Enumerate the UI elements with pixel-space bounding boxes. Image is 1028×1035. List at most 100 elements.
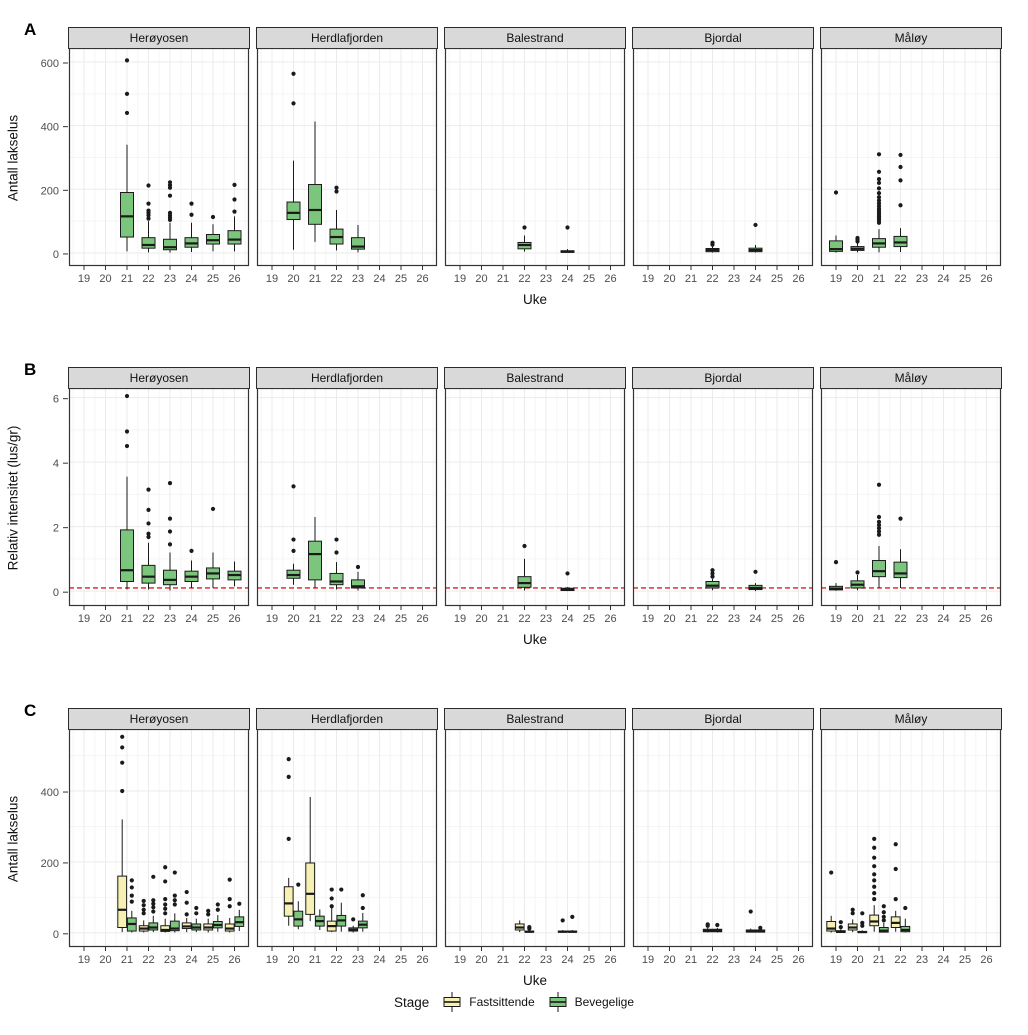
facet-strip: Bjordal: [632, 708, 814, 730]
svg-text:24: 24: [185, 273, 197, 285]
y-axis-title-text: Antall lakselus: [5, 114, 21, 202]
svg-text:20: 20: [851, 613, 863, 625]
boxplot-box: [184, 548, 199, 588]
svg-text:19: 19: [642, 613, 654, 625]
svg-text:23: 23: [728, 613, 740, 625]
facet-plot-Måløy: 19 20 21 22 23 24 25 26: [820, 729, 1002, 966]
svg-text:0: 0: [53, 249, 59, 261]
svg-text:25: 25: [959, 273, 971, 285]
svg-text:19: 19: [642, 954, 654, 966]
facet-strip: Herdlafjorden: [256, 27, 438, 49]
legend-item-fastsittende: Fastsittende: [441, 992, 535, 1012]
svg-text:20: 20: [287, 954, 299, 966]
facet-plot-Balestrand: 19 20 21 22 23 24 25 26: [444, 48, 626, 285]
svg-text:23: 23: [540, 273, 552, 285]
svg-text:26: 26: [604, 954, 616, 966]
svg-text:26: 26: [792, 273, 804, 285]
facet-container-b: Herøyosen 19 20 21 22 23 24 25 26 Herdlafjorden 19…: [68, 367, 1002, 630]
svg-text:24: 24: [185, 954, 197, 966]
boxplot-box: [351, 564, 365, 591]
svg-text:22: 22: [518, 273, 530, 285]
boxplot-box: [286, 71, 301, 250]
boxplot-box: [705, 240, 720, 253]
svg-text:26: 26: [980, 954, 992, 966]
svg-text:24: 24: [373, 954, 385, 966]
boxplot-box: [829, 560, 843, 591]
legend: Stage Fastsittende Bevegelige: [0, 992, 1028, 1012]
facet-plot-Måløy: 19 20 21 22 23 24 25 26: [820, 48, 1002, 285]
svg-text:24: 24: [937, 613, 949, 625]
svg-text:21: 21: [873, 613, 885, 625]
svg-text:26: 26: [228, 273, 240, 285]
boxplot-box: [326, 887, 337, 933]
facet-Måløy: Måløy 19 20 21 22 23 24 25 26: [820, 27, 1002, 290]
boxplot-box: [206, 506, 220, 588]
boxplot-box: [329, 537, 344, 590]
boxplot-box: [826, 870, 837, 933]
facet-strip: Herøyosen: [68, 708, 250, 730]
boxplot-box: [560, 571, 575, 592]
svg-text:20: 20: [851, 954, 863, 966]
facet-Måløy: Måløy 19 20 21 22 23 24 25 26: [820, 367, 1002, 630]
y-axis-title-text: Antall lakselus: [5, 795, 21, 883]
svg-text:19: 19: [454, 273, 466, 285]
svg-text:19: 19: [830, 273, 842, 285]
facet-plot-Bjordal: 19 20 21 22 23 24 25 26: [632, 48, 814, 285]
boxplot-box: [120, 393, 134, 590]
svg-text:22: 22: [894, 273, 906, 285]
svg-text:20: 20: [99, 954, 111, 966]
svg-text:19: 19: [454, 613, 466, 625]
facet-Bjordal: Bjordal 19 20 21 22 23 24 25 26: [632, 367, 814, 630]
svg-text:21: 21: [685, 613, 697, 625]
facet-Herdlafjorden: Herdlafjorden 19 20 21 22 23 24 25 26: [256, 708, 438, 971]
svg-text:21: 21: [121, 954, 133, 966]
boxplot-box: [138, 898, 149, 933]
panel-label-b: B: [24, 360, 37, 379]
boxplot-box: [305, 797, 316, 922]
svg-text:22: 22: [518, 954, 530, 966]
svg-text:23: 23: [352, 954, 364, 966]
svg-text:20: 20: [287, 273, 299, 285]
svg-text:26: 26: [604, 613, 616, 625]
svg-text:19: 19: [78, 273, 90, 285]
boxplot-box: [163, 180, 177, 253]
svg-text:24: 24: [937, 954, 949, 966]
svg-text:0: 0: [53, 587, 59, 599]
boxplot-box: [212, 902, 223, 932]
svg-text:22: 22: [330, 273, 342, 285]
facet-strip: Måløy: [820, 708, 1002, 730]
facet-strip: Bjordal: [632, 367, 814, 389]
facet-Herøyosen: Herøyosen 19 20 21 22 23 24 25 26: [68, 708, 250, 971]
facet-strip: Balestrand: [444, 367, 626, 389]
boxplot-box: [712, 922, 723, 933]
boxplot-box: [702, 922, 713, 933]
boxplot-box: [850, 570, 865, 591]
svg-text:26: 26: [792, 954, 804, 966]
boxplot-box: [283, 757, 294, 926]
facet-Herøyosen: Herøyosen 19 20 21 22 23 24 25 26: [68, 27, 250, 290]
boxplot-box: [748, 569, 763, 592]
svg-text:22: 22: [142, 273, 154, 285]
boxplot-box: [890, 842, 901, 932]
x-axis-title-a: Uke: [522, 292, 547, 307]
svg-text:20: 20: [663, 954, 675, 966]
boxplot-box: [117, 734, 128, 933]
facet-Herdlafjorden: Herdlafjorden 19 20 21 22 23 24 25 26: [256, 27, 438, 290]
svg-text:23: 23: [728, 273, 740, 285]
svg-text:19: 19: [830, 954, 842, 966]
svg-text:20: 20: [851, 273, 863, 285]
legend-label: Bevegelige: [574, 995, 635, 1009]
svg-text:21: 21: [497, 613, 509, 625]
svg-text:19: 19: [830, 613, 842, 625]
svg-text:19: 19: [266, 613, 278, 625]
boxplot-box: [524, 925, 535, 933]
svg-text:22: 22: [706, 273, 718, 285]
svg-text:25: 25: [207, 954, 219, 966]
facet-Måløy: Måløy 19 20 21 22 23 24 25 26: [820, 708, 1002, 971]
svg-text:23: 23: [916, 954, 928, 966]
svg-text:23: 23: [164, 273, 176, 285]
svg-text:20: 20: [663, 273, 675, 285]
svg-text:20: 20: [663, 613, 675, 625]
svg-text:21: 21: [685, 954, 697, 966]
boxplot-box: [557, 918, 568, 933]
